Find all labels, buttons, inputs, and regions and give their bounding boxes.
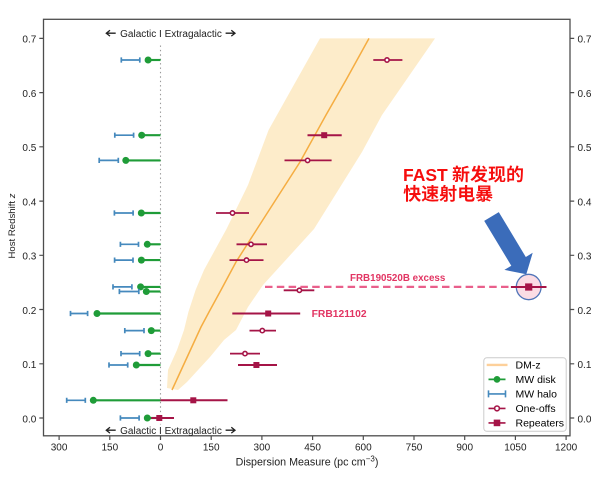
svg-text:0.1: 0.1 [22, 360, 36, 371]
svg-text:One-offs: One-offs [516, 403, 556, 415]
svg-text:0.3: 0.3 [22, 252, 36, 263]
svg-text:0.7: 0.7 [22, 35, 36, 46]
svg-text:300: 300 [254, 442, 271, 453]
svg-text:150: 150 [203, 442, 220, 453]
svg-text:450: 450 [304, 442, 321, 453]
svg-text:Galactic I Extragalactic: Galactic I Extragalactic [120, 426, 222, 437]
svg-text:0.5: 0.5 [578, 143, 592, 154]
svg-text:0.1: 0.1 [578, 360, 592, 371]
svg-text:0.0: 0.0 [578, 414, 592, 425]
svg-text:900: 900 [456, 442, 473, 453]
svg-text:0.6: 0.6 [22, 89, 36, 100]
svg-text:600: 600 [355, 442, 372, 453]
svg-text:0.0: 0.0 [22, 414, 36, 425]
svg-text:0.2: 0.2 [578, 306, 592, 317]
svg-text:FRB121102: FRB121102 [312, 309, 367, 320]
svg-text:0: 0 [158, 442, 164, 453]
svg-text:MW halo: MW halo [516, 389, 558, 401]
svg-text:FAST: FAST [403, 165, 453, 185]
svg-text:300: 300 [51, 442, 68, 453]
svg-text:0.2: 0.2 [22, 306, 36, 317]
svg-text:750: 750 [406, 442, 423, 453]
svg-text:Galactic I Extragalactic: Galactic I Extragalactic [120, 29, 222, 40]
svg-text:0.5: 0.5 [22, 143, 36, 154]
svg-text:FRB190520B excess: FRB190520B excess [350, 273, 446, 284]
svg-text:1200: 1200 [555, 442, 578, 453]
svg-text:0.3: 0.3 [578, 252, 592, 263]
svg-text:0.4: 0.4 [578, 197, 592, 208]
svg-text:Dispersion Measure (pc cm−3): Dispersion Measure (pc cm−3) [236, 455, 379, 469]
svg-text:0.7: 0.7 [578, 35, 592, 46]
svg-text:MW disk: MW disk [516, 374, 557, 386]
svg-text:0.6: 0.6 [578, 89, 592, 100]
svg-text:Host Redshift z: Host Redshift z [7, 193, 18, 258]
svg-text:0.4: 0.4 [22, 197, 36, 208]
svg-text:150: 150 [101, 442, 118, 453]
svg-text:DM-z: DM-z [516, 360, 541, 372]
svg-text:1050: 1050 [504, 442, 527, 453]
svg-text:Repeaters: Repeaters [516, 418, 564, 430]
